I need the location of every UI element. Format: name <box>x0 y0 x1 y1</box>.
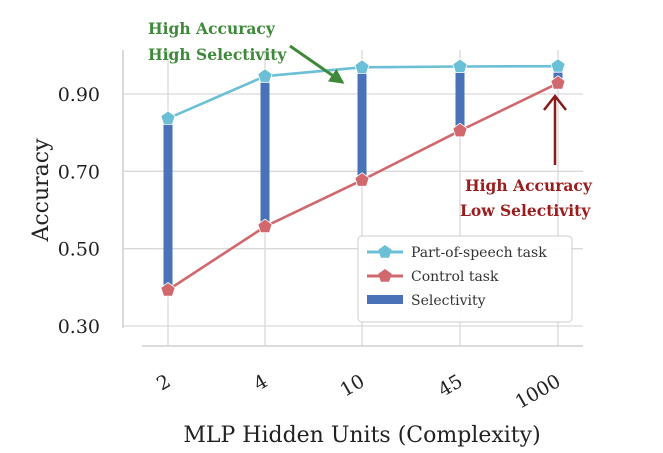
annotation-green-arrow <box>289 44 345 84</box>
x-tick-label: 2 <box>153 370 174 395</box>
control-task-marker <box>354 172 370 187</box>
y-axis-title: Accuracy <box>29 138 54 243</box>
legend-box <box>357 235 573 323</box>
pos-task-marker <box>160 110 176 125</box>
control-task-marker <box>550 75 566 90</box>
legend-swatch-control-marker <box>378 269 392 282</box>
selectivity-bar <box>357 67 367 181</box>
y-tick-label: 0.90 <box>58 84 100 106</box>
selectivity-bar <box>455 66 465 131</box>
y-tick-label: 0.30 <box>58 316 100 338</box>
control-task-marker <box>452 122 468 138</box>
pos-task-marker <box>354 59 370 74</box>
annotation-low-selectivity: High Accuracy Low Selectivity <box>460 93 593 220</box>
legend-swatch-selectivity <box>367 295 403 304</box>
selectivity-bar <box>553 66 563 84</box>
pos-task-marker <box>257 68 273 83</box>
annotation-red-arrow-head <box>543 93 567 111</box>
series-markers <box>160 58 566 297</box>
x-tick-label: 1000 <box>512 370 565 413</box>
legend-swatch-pos-marker <box>378 245 392 258</box>
selectivity-bar <box>260 76 270 227</box>
x-tick-label: 10 <box>337 370 369 401</box>
legend-label-control: Control task <box>411 269 499 285</box>
legend: Part-of-speech task Control task Selecti… <box>357 235 573 323</box>
x-tick-label: 4 <box>250 370 271 395</box>
annotation-low-selectivity-line2: Low Selectivity <box>460 201 591 220</box>
pos-task-marker <box>452 58 468 73</box>
annotation-high-selectivity: High Accuracy High Selectivity <box>148 19 345 84</box>
annotation-high-selectivity-line2: High Selectivity <box>148 45 287 64</box>
annotation-high-selectivity-line1: High Accuracy <box>148 19 276 38</box>
legend-label-pos: Part-of-speech task <box>411 245 547 261</box>
control-task-marker <box>160 282 176 297</box>
selectivity-bars <box>163 66 563 291</box>
y-tick-label: 0.70 <box>58 161 100 183</box>
selectivity-bar <box>163 118 173 291</box>
annotation-low-selectivity-line1: High Accuracy <box>465 176 593 195</box>
axes: 0.30 0.50 0.70 0.90 2 4 10 45 1000 <box>58 50 583 414</box>
pos-task-marker <box>550 58 566 73</box>
x-tick-label: 45 <box>435 370 467 401</box>
control-task-marker <box>257 218 273 234</box>
y-tick-label: 0.50 <box>58 239 100 261</box>
legend-label-selectivity: Selectivity <box>411 293 486 309</box>
x-axis-title: MLP Hidden Units (Complexity) <box>183 423 540 448</box>
